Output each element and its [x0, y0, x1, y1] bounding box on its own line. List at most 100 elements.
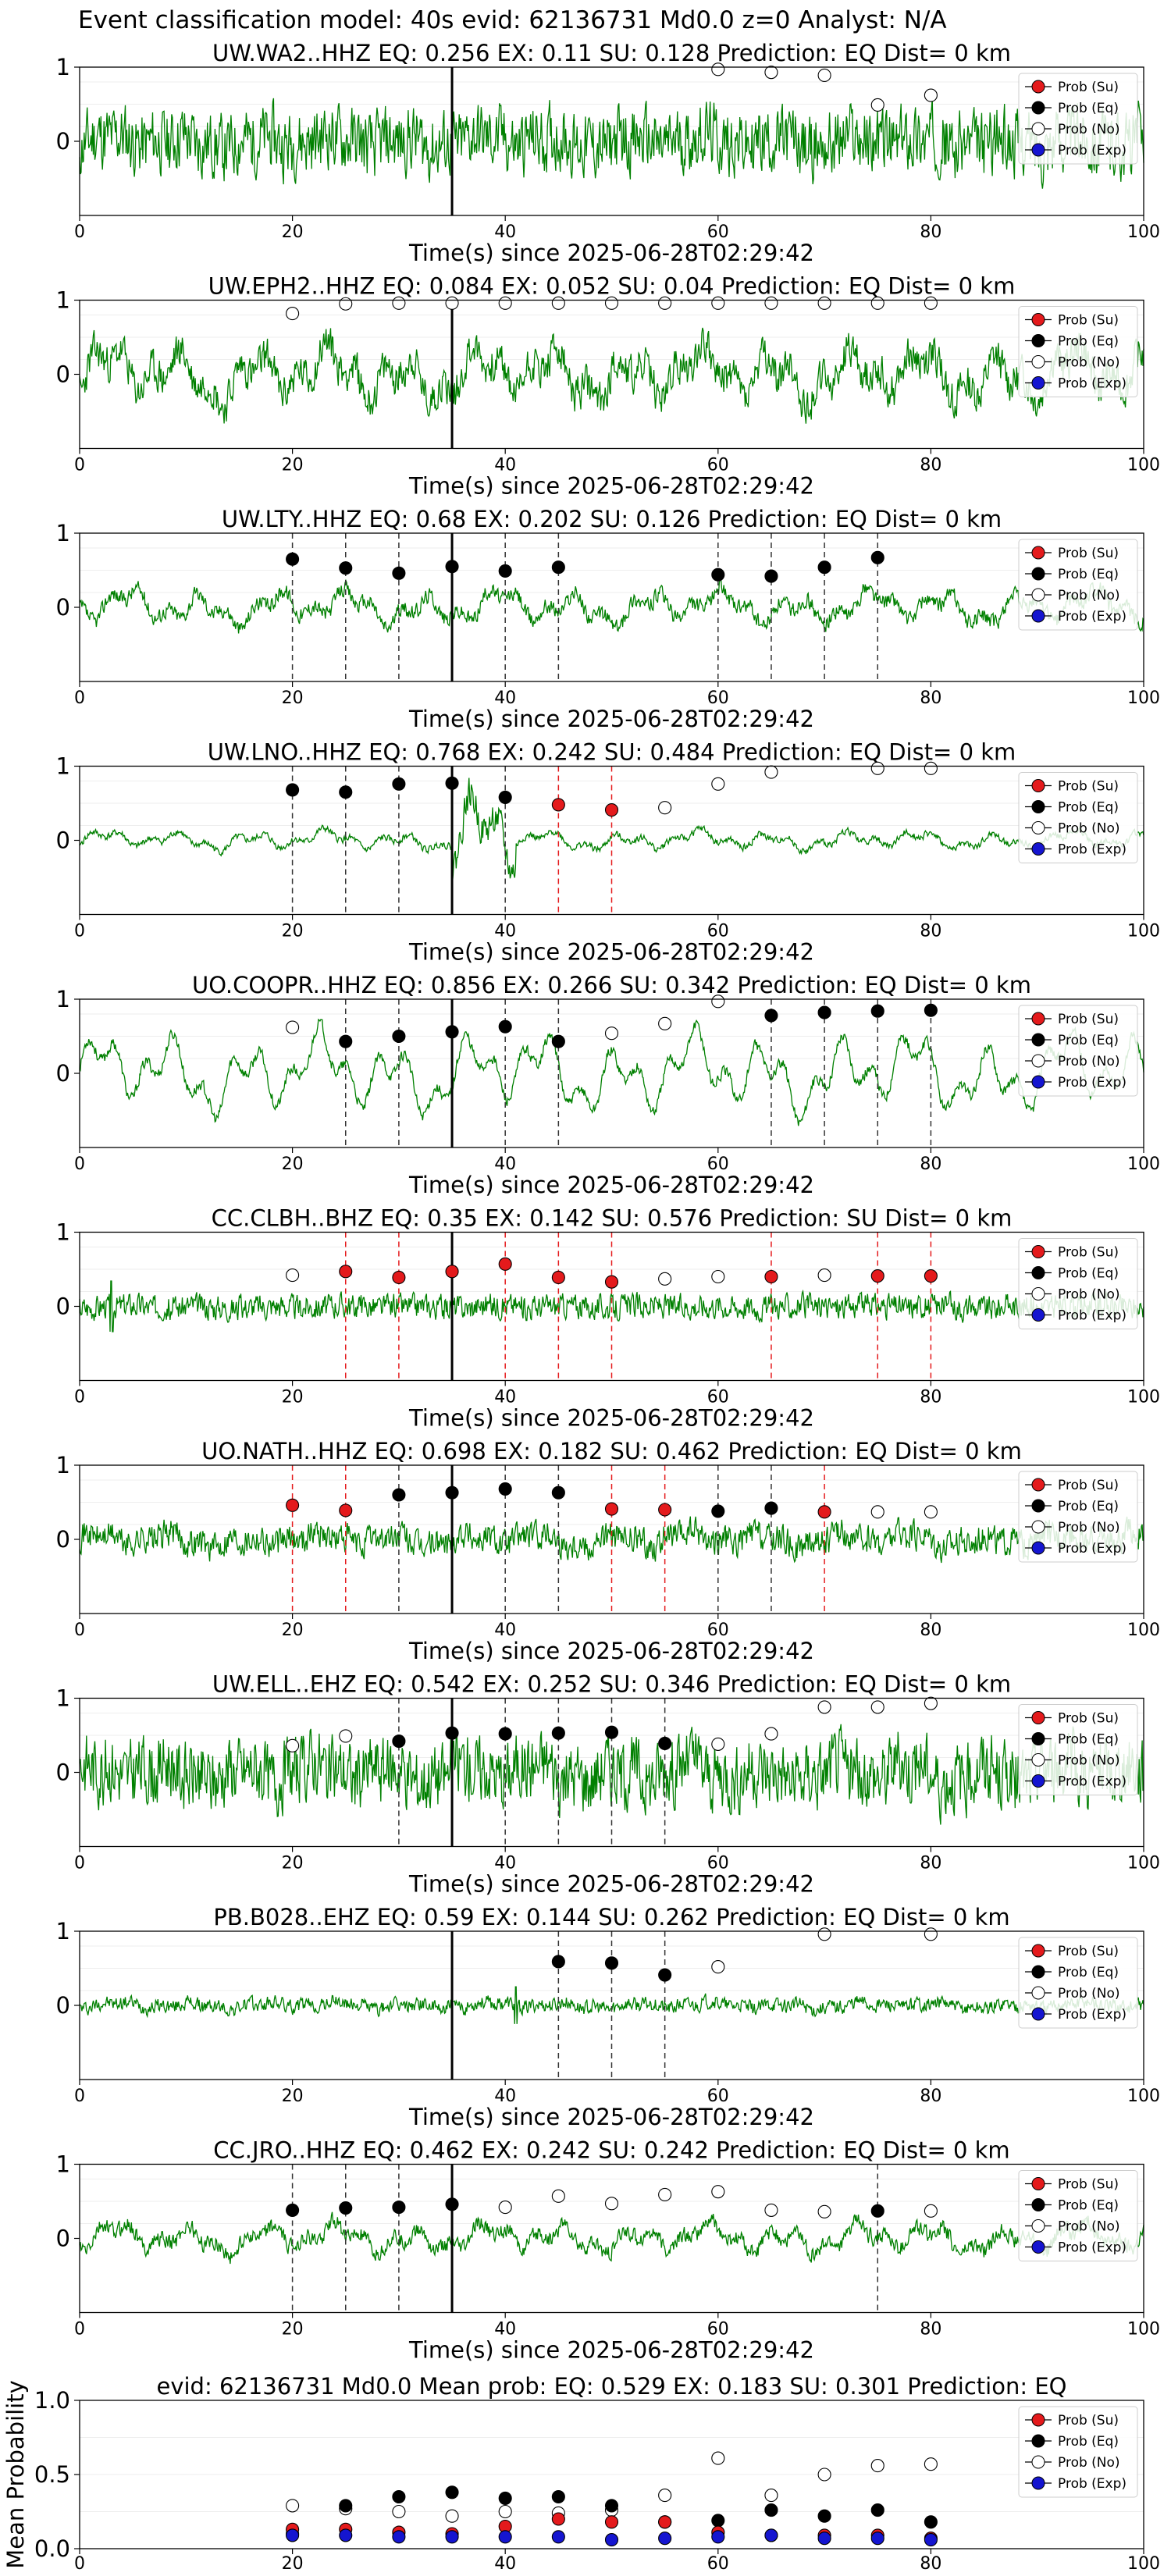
- prob-point-eq: [764, 569, 778, 583]
- prob-point-su: [392, 1270, 406, 1284]
- waveform-trace: [79, 576, 1144, 634]
- legend-marker-su: [1031, 546, 1045, 560]
- x-tick-label: 0: [74, 922, 85, 941]
- legend-marker-su: [1031, 80, 1045, 94]
- prob-point-eq: [498, 564, 512, 578]
- prob-point-no: [764, 66, 778, 80]
- prob-point-no: [924, 1696, 938, 1710]
- x-tick-label: 100: [1127, 2554, 1160, 2574]
- legend-marker-no: [1031, 122, 1045, 136]
- x-tick-label: 80: [920, 1155, 941, 1174]
- x-tick-label: 60: [707, 222, 729, 242]
- prob-point-no: [711, 62, 725, 76]
- x-tick-label: 20: [282, 1854, 304, 1873]
- station-panel: UW.EPH2..HHZ EQ: 0.084 EX: 0.052 SU: 0.0…: [56, 273, 1160, 500]
- prob-point-eq: [498, 1727, 512, 1741]
- prob-point-no: [817, 1268, 831, 1283]
- legend-marker-exp: [1031, 609, 1045, 623]
- axes-frame: [79, 998, 1144, 1148]
- prob-point-no: [286, 307, 300, 321]
- legend-box: [1018, 1005, 1138, 1097]
- legend-label-exp: Prob (Exp): [1058, 2240, 1127, 2256]
- prob-point-no: [870, 1505, 884, 1519]
- legend-label-exp: Prob (Exp): [1058, 1774, 1127, 1790]
- legend-label-exp: Prob (Exp): [1058, 1308, 1127, 1324]
- x-axis-label: Time(s) since 2025-06-28T02:29:42: [408, 2337, 814, 2364]
- prob-point-eq: [445, 1485, 459, 1500]
- prob-point-eq: [711, 568, 725, 582]
- x-tick-label: 40: [494, 456, 516, 475]
- station-panel: UW.ELL..EHZ EQ: 0.542 EX: 0.252 SU: 0.34…: [56, 1671, 1160, 1898]
- prob-point-su: [764, 1269, 778, 1284]
- mean-point-exp: [870, 2532, 884, 2546]
- prob-point-su: [870, 1269, 884, 1283]
- y-tick-label: 1: [56, 54, 70, 80]
- y-tick-label: 0: [56, 2226, 70, 2252]
- x-axis-label: Time(s) since 2025-06-28T02:29:42: [408, 1405, 814, 1432]
- x-tick-label: 0: [74, 1621, 85, 1640]
- figure-suptitle: Event classification model: 40s evid: 62…: [78, 6, 947, 34]
- panel-title: UW.LNO..HHZ EQ: 0.768 EX: 0.242 SU: 0.48…: [208, 739, 1016, 766]
- legend-marker-no: [1031, 2455, 1045, 2469]
- station-panel: UW.LNO..HHZ EQ: 0.768 EX: 0.242 SU: 0.48…: [56, 739, 1160, 966]
- prob-point-no: [870, 1700, 884, 1714]
- prob-point-eq: [339, 1034, 353, 1048]
- panel-title: UO.NATH..HHZ EQ: 0.698 EX: 0.182 SU: 0.4…: [201, 1438, 1022, 1464]
- legend-marker-no: [1031, 821, 1045, 834]
- legend-marker-eq: [1031, 1499, 1045, 1513]
- x-axis-label: Time(s) since 2025-06-28T02:29:42: [408, 2104, 814, 2130]
- legend-marker-exp: [1031, 2240, 1045, 2254]
- x-tick-label: 0: [74, 2554, 85, 2574]
- legend-label-eq: Prob (Eq): [1058, 1033, 1119, 1048]
- y-tick-label: 1: [56, 753, 70, 780]
- x-tick-label: 80: [920, 2320, 941, 2339]
- x-tick-label: 80: [920, 456, 941, 475]
- panel-title: UW.LTY..HHZ EQ: 0.68 EX: 0.202 SU: 0.126…: [222, 506, 1002, 532]
- legend-label-no: Prob (No): [1058, 1986, 1120, 2001]
- prob-point-eq: [445, 1025, 459, 1039]
- station-panel: UO.NATH..HHZ EQ: 0.698 EX: 0.182 SU: 0.4…: [56, 1438, 1160, 1664]
- prob-point-no: [498, 296, 512, 310]
- legend-marker-no: [1031, 355, 1045, 368]
- prob-point-eq: [870, 2204, 884, 2218]
- x-tick-label: 100: [1127, 1388, 1160, 1407]
- legend-label-exp: Prob (Exp): [1058, 842, 1127, 858]
- prob-point-no: [711, 2185, 725, 2199]
- x-axis-label: Time(s) since 2025-06-28T02:29:42: [408, 939, 814, 966]
- prob-point-no: [711, 994, 725, 1009]
- prob-point-eq: [286, 2203, 300, 2217]
- prob-point-su: [286, 1498, 300, 1512]
- prob-point-no: [764, 1727, 778, 1741]
- prob-point-no: [817, 1927, 831, 1941]
- legend-marker-eq: [1031, 2434, 1045, 2448]
- legend-marker-su: [1031, 1012, 1045, 1026]
- legend-box: [1018, 772, 1138, 863]
- mean-point-eq: [498, 2491, 512, 2505]
- prob-point-no: [817, 2204, 831, 2218]
- legend-box: [1018, 73, 1138, 165]
- prob-point-eq: [817, 560, 831, 575]
- mean-point-no: [711, 2451, 725, 2465]
- x-tick-label: 40: [494, 688, 516, 708]
- legend-marker-exp: [1031, 842, 1045, 856]
- mean-point-eq: [392, 2489, 406, 2504]
- legend-label-su: Prob (Su): [1058, 1711, 1119, 1727]
- mean-point-exp: [339, 2528, 353, 2542]
- prob-point-eq: [286, 552, 300, 566]
- mean-point-exp: [604, 2533, 619, 2547]
- prob-point-no: [764, 765, 778, 779]
- legend-label-no: Prob (No): [1058, 821, 1120, 837]
- legend-label-su: Prob (Su): [1058, 1012, 1119, 1027]
- prob-point-eq: [604, 1956, 619, 1970]
- prob-point-eq: [392, 1488, 406, 1502]
- legend-label-eq: Prob (Eq): [1058, 2198, 1119, 2214]
- y-tick-label: 0.0: [34, 2535, 70, 2562]
- legend-marker-eq: [1031, 101, 1045, 115]
- legend-label-exp: Prob (Exp): [1058, 143, 1127, 158]
- prob-point-no: [658, 2187, 672, 2201]
- x-axis-label: Time(s) since 2025-06-28T02:29:42: [408, 240, 814, 266]
- legend-label-eq: Prob (Eq): [1058, 567, 1119, 582]
- prob-point-eq: [445, 560, 459, 574]
- prob-point-no: [604, 1026, 619, 1041]
- legend-label-su: Prob (Su): [1058, 1245, 1119, 1261]
